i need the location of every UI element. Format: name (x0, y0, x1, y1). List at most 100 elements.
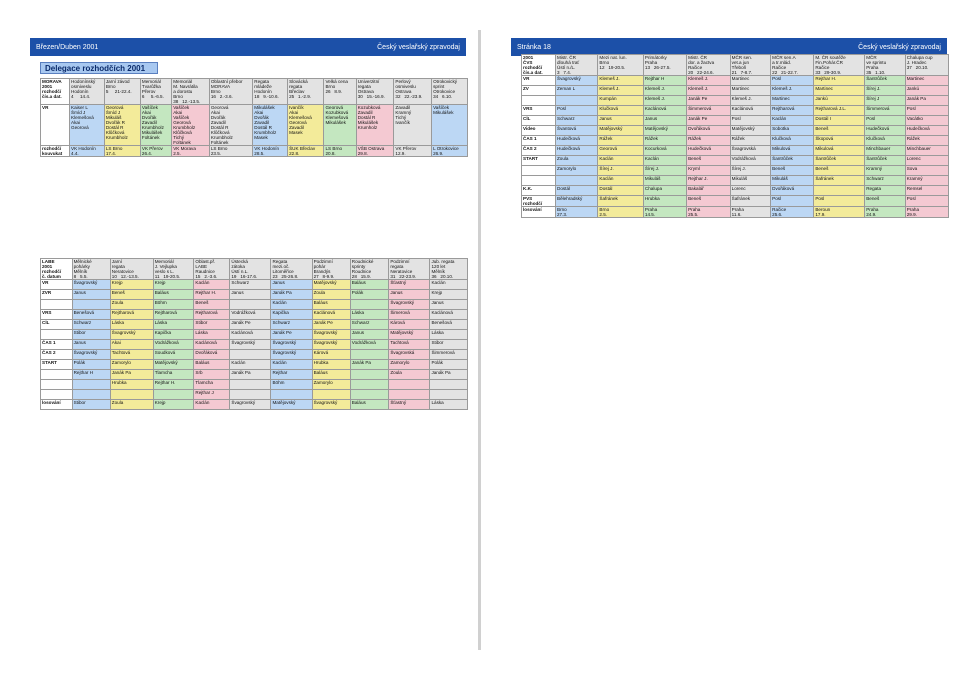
table-cell: Klemeš J. (642, 85, 688, 96)
table-cell: Jarní závod Brno 5 21-22.4. (103, 78, 141, 105)
table-cell: Georová Šmíd J Mikuláš Dvořák R Dostál R… (103, 104, 141, 146)
table-cell: Hudečková (686, 145, 731, 156)
table-cell: Beneš (686, 195, 731, 207)
table-cell: Švagrovský (71, 349, 111, 360)
table-cell: Láska (429, 329, 468, 340)
table-cell: Račice 25.6. (770, 206, 815, 218)
table-cell: Šimmerová (864, 105, 906, 116)
table-cell: Kaclán (229, 359, 272, 370)
table-cell: Srb (193, 369, 231, 380)
table-cell: Posl (864, 115, 906, 126)
table-cell: Vacátko (904, 115, 950, 126)
table-cell: Zoula (554, 155, 599, 166)
table-cell: Praha 29.9. (904, 206, 950, 218)
table-cell (229, 349, 272, 360)
table-cell: Janus (71, 339, 111, 350)
table-cell: Švagrovský (554, 75, 599, 86)
table-cell (71, 379, 111, 390)
table-cell: Böhm (270, 379, 313, 390)
table-cell: Kaiser L Šmíd J Klemešová Akai Georová (69, 104, 105, 146)
table-cell: Rejthar H. (193, 289, 231, 300)
table-cell: Matějovský (729, 125, 772, 136)
table-cell: Brno 27.3. (554, 206, 599, 218)
table-cell: Zamorylo (388, 359, 431, 370)
table-cell: Hodonínský osmiveslu Hodonín 4 14.4. (69, 78, 105, 105)
table-cell: Rážek (686, 135, 731, 146)
table-cell: Bakalář (686, 185, 731, 196)
table-cell: Posl (770, 75, 815, 86)
table-cell: Jarní regata Neratovice 10 12.-13.5. (109, 258, 154, 280)
table-cell: Tachtová (109, 349, 154, 360)
table-cell: Regata (864, 185, 906, 196)
table-cell: Rejthar H (642, 75, 688, 86)
right-page: Stránka 18 Český veslařský zpravodaj 200… (481, 0, 959, 676)
table-cell: Jankú (813, 95, 866, 106)
row-label (521, 95, 556, 106)
table-cell: Soudková (152, 349, 195, 360)
table-cell: Kaclánová (193, 339, 231, 350)
table-cell: Šírej J (864, 95, 906, 106)
delegation-title: Delegace rozhodčích 2001 (40, 62, 158, 74)
table-cell: Martinec (813, 85, 866, 96)
table-cell: Martinec (729, 85, 772, 96)
table-cell: Janák Pa (270, 289, 313, 300)
table-cell: Tlamcha (152, 369, 195, 380)
table-cell: Švagrovský (270, 339, 313, 350)
table-cell: Vodrážková (729, 155, 772, 166)
table-cell: Brno 2.5. (597, 206, 644, 218)
table-cell: Mezi nat. lun. Brno 12 19-20.5. (597, 54, 644, 76)
table-cell: Praha 25.5. (686, 206, 731, 218)
row-label: ČAS 2 (40, 349, 73, 360)
row-label (40, 379, 73, 390)
table-row: VR Švagrovský Klemeš J. Rejthar H Klemeš J. M… (521, 75, 950, 86)
table-cell: Švagrovský (229, 339, 272, 350)
table-cell: Kaclán (597, 175, 644, 186)
left-page: Březen/Duben 2001 Český veslařský zpravo… (0, 0, 478, 676)
table-cell: Martinec (904, 75, 950, 86)
table-cell: Regata mezi.oč. Litoměřice 23 25-26.8. (270, 258, 313, 280)
table-cell: Rejthar H (71, 369, 111, 380)
table-row: VR Švagrovský Krejp Krejp Kaclán Schwarz Janus… (40, 279, 468, 290)
table-cell: Švagrovský (270, 349, 313, 360)
table-cell: Beneš (813, 125, 866, 136)
table-cell: Rejtharová (193, 309, 231, 320)
table-cell: Schwarz (71, 319, 111, 330)
table-cell (554, 95, 599, 106)
table-cell: Posl (904, 105, 950, 116)
table-cell: Posl (554, 105, 599, 116)
table-cell (388, 379, 431, 390)
table-cell (229, 299, 272, 310)
table-cell: Šimerová (388, 309, 431, 320)
table-cell: Beneš (770, 165, 815, 176)
table-cell: Ivančík Akai Klemešová Georová Zavadil M… (287, 104, 325, 146)
table-cell (429, 379, 468, 390)
table-cell: Kaclánová (229, 329, 272, 340)
table-cell: Klučková (864, 135, 906, 146)
table-cell: Rážek (597, 135, 644, 146)
table-cell: Šírej J. (642, 165, 688, 176)
table-cell: Šírej J. (597, 165, 644, 176)
table-cell: Janus (270, 279, 313, 290)
table-cell: Šimmerová (429, 349, 468, 360)
table-cell: VK Hodonín 28.5. (252, 145, 289, 157)
table-cell: Vašíček Akai Vašíček Georová Krumbholz K… (171, 104, 210, 146)
table-cell: Vodrážková (349, 339, 390, 350)
table-cell: Švagrovský (388, 299, 431, 310)
table-cell: Švagrovský (229, 399, 272, 410)
table-cell: Rážek (642, 135, 688, 146)
table-cell: Polák (349, 289, 390, 300)
table-cell: Lorenc (729, 185, 772, 196)
table-cell: Janák Pe (686, 95, 731, 106)
table-cell: Georová Akai Dvořák Zavadil Dostál R Klů… (208, 104, 254, 146)
table-cell: Kryml (686, 165, 731, 176)
table-cell: Kozubková Zavadil Dostál R Mikulášek Kru… (355, 104, 395, 146)
table-cell: Podzimní pohár Brandýs 27 8-9.9. (311, 258, 351, 280)
table-cell: Zamorylo (311, 379, 351, 390)
table-cell: Janák Pe (229, 319, 272, 330)
table-cell: Šťastný (388, 279, 431, 290)
table-cell: Hudečková (554, 145, 599, 156)
table-cell: Posl (904, 195, 950, 207)
table-cell: Bělehradský (554, 195, 599, 207)
table-cell: Dvořáková (770, 185, 815, 196)
table-row: Stibor Švagrovský Kapička Láska Kaclánová Jan… (40, 329, 468, 340)
